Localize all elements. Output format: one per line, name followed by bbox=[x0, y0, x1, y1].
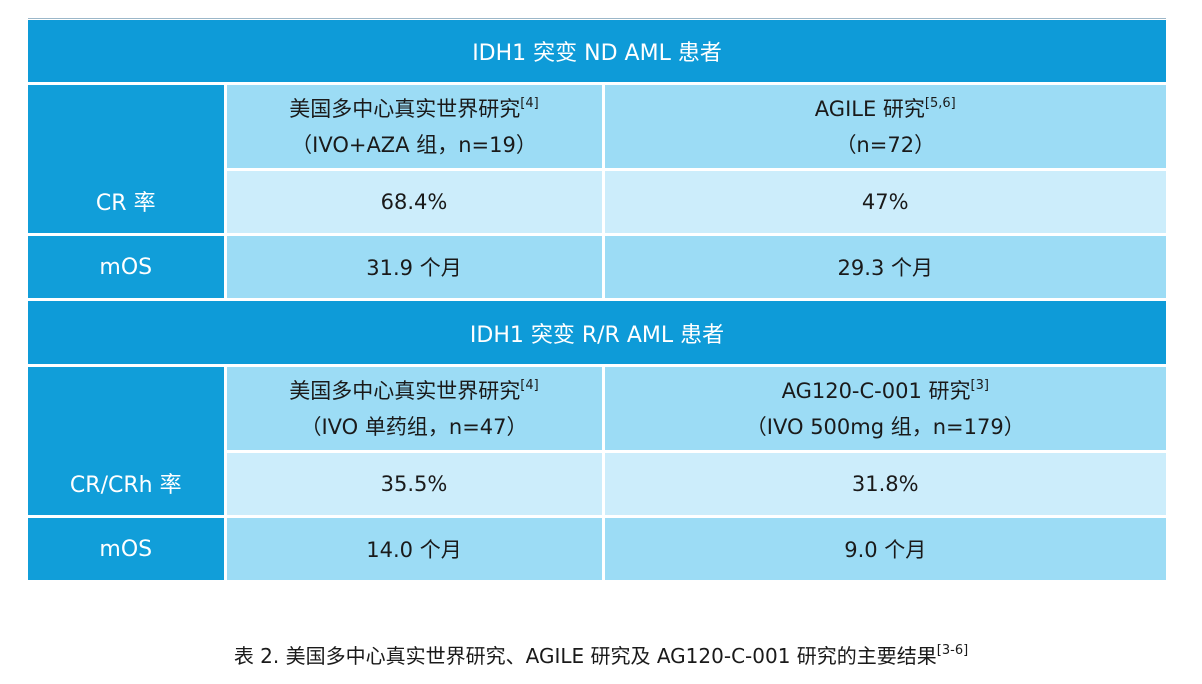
column-subtitle: （IVO 500mg 组，n=179） bbox=[745, 414, 1025, 439]
column-title: 美国多中心真实世界研究 bbox=[289, 378, 521, 403]
caption-text: 表 2. 美国多中心真实世界研究、AGILE 研究及 AG120-C-001 研… bbox=[233, 644, 937, 668]
table-cell: 47% bbox=[601, 169, 1167, 236]
table-cell: 29.3 个月 bbox=[601, 234, 1167, 301]
table-row: mOS 31.9 个月 29.3 个月 bbox=[28, 234, 1167, 301]
section-title: IDH1 突变 ND AML 患者 bbox=[28, 20, 1167, 85]
column-header: AG120-C-001 研究[3] （IVO 500mg 组，n=179） bbox=[601, 365, 1167, 453]
table-row: CR/CRh 率 35.5% 31.8% bbox=[28, 451, 1167, 518]
reference-marker: [4] bbox=[520, 377, 539, 393]
reference-marker: [3] bbox=[970, 377, 989, 393]
table-cell: 9.0 个月 bbox=[601, 516, 1167, 583]
section-title: IDH1 突变 R/R AML 患者 bbox=[28, 299, 1167, 367]
reference-marker: [4] bbox=[520, 95, 539, 111]
table-cell: 31.8% bbox=[601, 451, 1167, 518]
column-subtitle: （IVO+AZA 组，n=19） bbox=[291, 132, 537, 157]
table-cell: 35.5% bbox=[223, 451, 603, 518]
row-label: CR 率 bbox=[28, 169, 225, 236]
empty-label-cell bbox=[28, 365, 225, 452]
table-caption: 表 2. 美国多中心真实世界研究、AGILE 研究及 AG120-C-001 研… bbox=[0, 640, 1202, 669]
column-header: AGILE 研究[5,6] （n=72） bbox=[601, 83, 1167, 171]
empty-label-cell bbox=[28, 83, 225, 170]
table-cell: 68.4% bbox=[223, 169, 603, 236]
caption-reference: [3-6] bbox=[936, 643, 969, 658]
column-subtitle: （IVO 单药组，n=47） bbox=[300, 414, 528, 439]
column-header: 美国多中心真实世界研究[4] （IVO 单药组，n=47） bbox=[223, 365, 603, 453]
column-title: AG120-C-001 研究 bbox=[781, 378, 971, 403]
top-rule bbox=[28, 18, 1166, 19]
row-label: mOS bbox=[28, 234, 225, 301]
results-table: IDH1 突变 ND AML 患者 美国多中心真实世界研究[4] （IVO+AZ… bbox=[28, 20, 1167, 583]
reference-marker: [5,6] bbox=[924, 95, 956, 111]
section-header-rr-aml: IDH1 突变 R/R AML 患者 bbox=[28, 299, 1167, 367]
column-header-row: 美国多中心真实世界研究[4] （IVO+AZA 组，n=19） AGILE 研究… bbox=[28, 83, 1167, 171]
table-row: mOS 14.0 个月 9.0 个月 bbox=[28, 516, 1167, 583]
column-header-row: 美国多中心真实世界研究[4] （IVO 单药组，n=47） AG120-C-00… bbox=[28, 365, 1167, 453]
table-cell: 14.0 个月 bbox=[223, 516, 603, 583]
column-subtitle: （n=72） bbox=[835, 132, 936, 157]
column-header: 美国多中心真实世界研究[4] （IVO+AZA 组，n=19） bbox=[223, 83, 603, 171]
column-title: 美国多中心真实世界研究 bbox=[289, 96, 521, 121]
table-cell: 31.9 个月 bbox=[223, 234, 603, 301]
column-title: AGILE 研究 bbox=[814, 96, 925, 121]
section-header-nd-aml: IDH1 突变 ND AML 患者 bbox=[28, 20, 1167, 85]
row-label: mOS bbox=[28, 516, 225, 583]
table-row: CR 率 68.4% 47% bbox=[28, 169, 1167, 236]
row-label: CR/CRh 率 bbox=[28, 451, 225, 518]
